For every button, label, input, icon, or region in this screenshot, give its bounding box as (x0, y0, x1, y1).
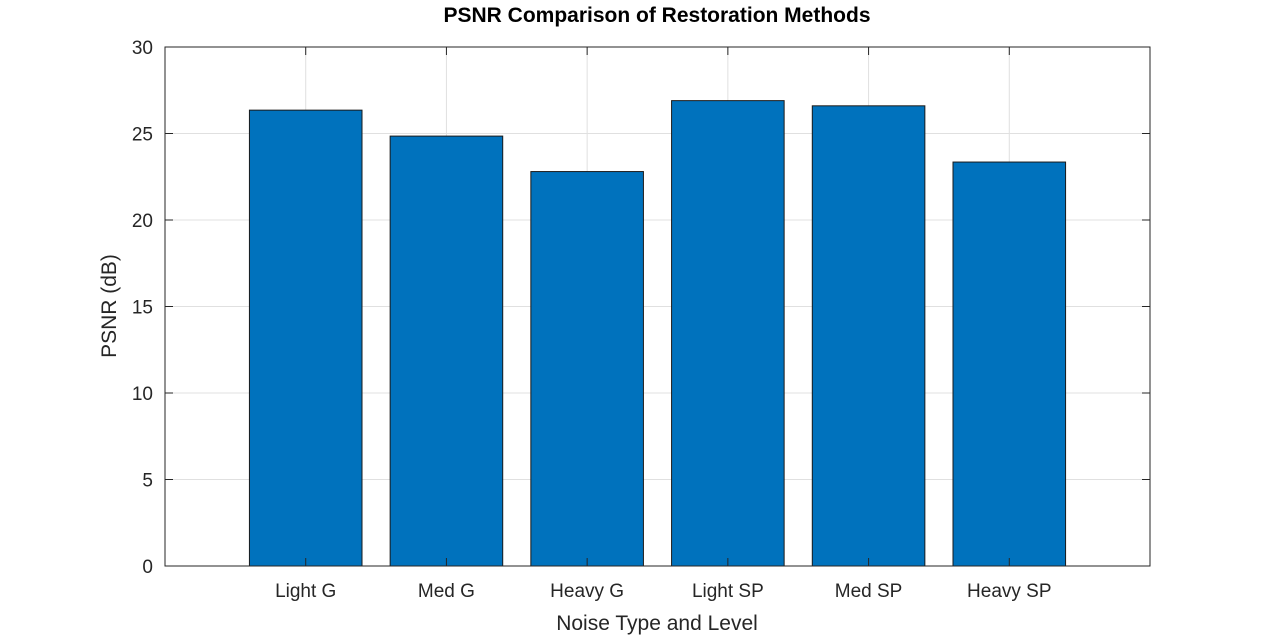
x-tick-label: Med G (418, 581, 475, 602)
y-tick-labels: 0 5 10 15 20 25 30 (132, 38, 153, 578)
chart-title: PSNR Comparison of Restoration Methods (443, 4, 870, 27)
bar-heavy-g (530, 171, 644, 567)
y-tick-label: 25 (132, 125, 153, 146)
y-tick-label: 5 (142, 471, 153, 492)
x-tick-label: Light SP (692, 581, 764, 602)
bars (248, 100, 1067, 567)
x-tick-labels: Light G Med G Heavy G Light SP Med SP Heavy S… (275, 581, 1051, 602)
bar-med-g (389, 135, 504, 567)
x-tick-label: Heavy SP (967, 581, 1051, 602)
y-tick-label: 10 (132, 384, 153, 405)
y-tick-label: 0 (142, 557, 153, 578)
x-tick-label: Med SP (835, 581, 903, 602)
bar-heavy-sp (952, 161, 1067, 567)
x-tick-label: Light G (275, 581, 336, 602)
x-tick-label: Heavy G (550, 581, 624, 602)
bar-light-g (248, 109, 363, 567)
y-tick-label: 30 (132, 38, 153, 59)
y-tick-label: 20 (132, 211, 153, 232)
bar-light-sp (671, 100, 785, 567)
bar-med-sp (811, 105, 926, 567)
y-tick-label: 15 (132, 298, 153, 319)
x-axis-label: Noise Type and Level (556, 612, 758, 635)
tick-marks (165, 46, 1150, 567)
y-axis-label: PSNR (dB) (98, 254, 121, 358)
